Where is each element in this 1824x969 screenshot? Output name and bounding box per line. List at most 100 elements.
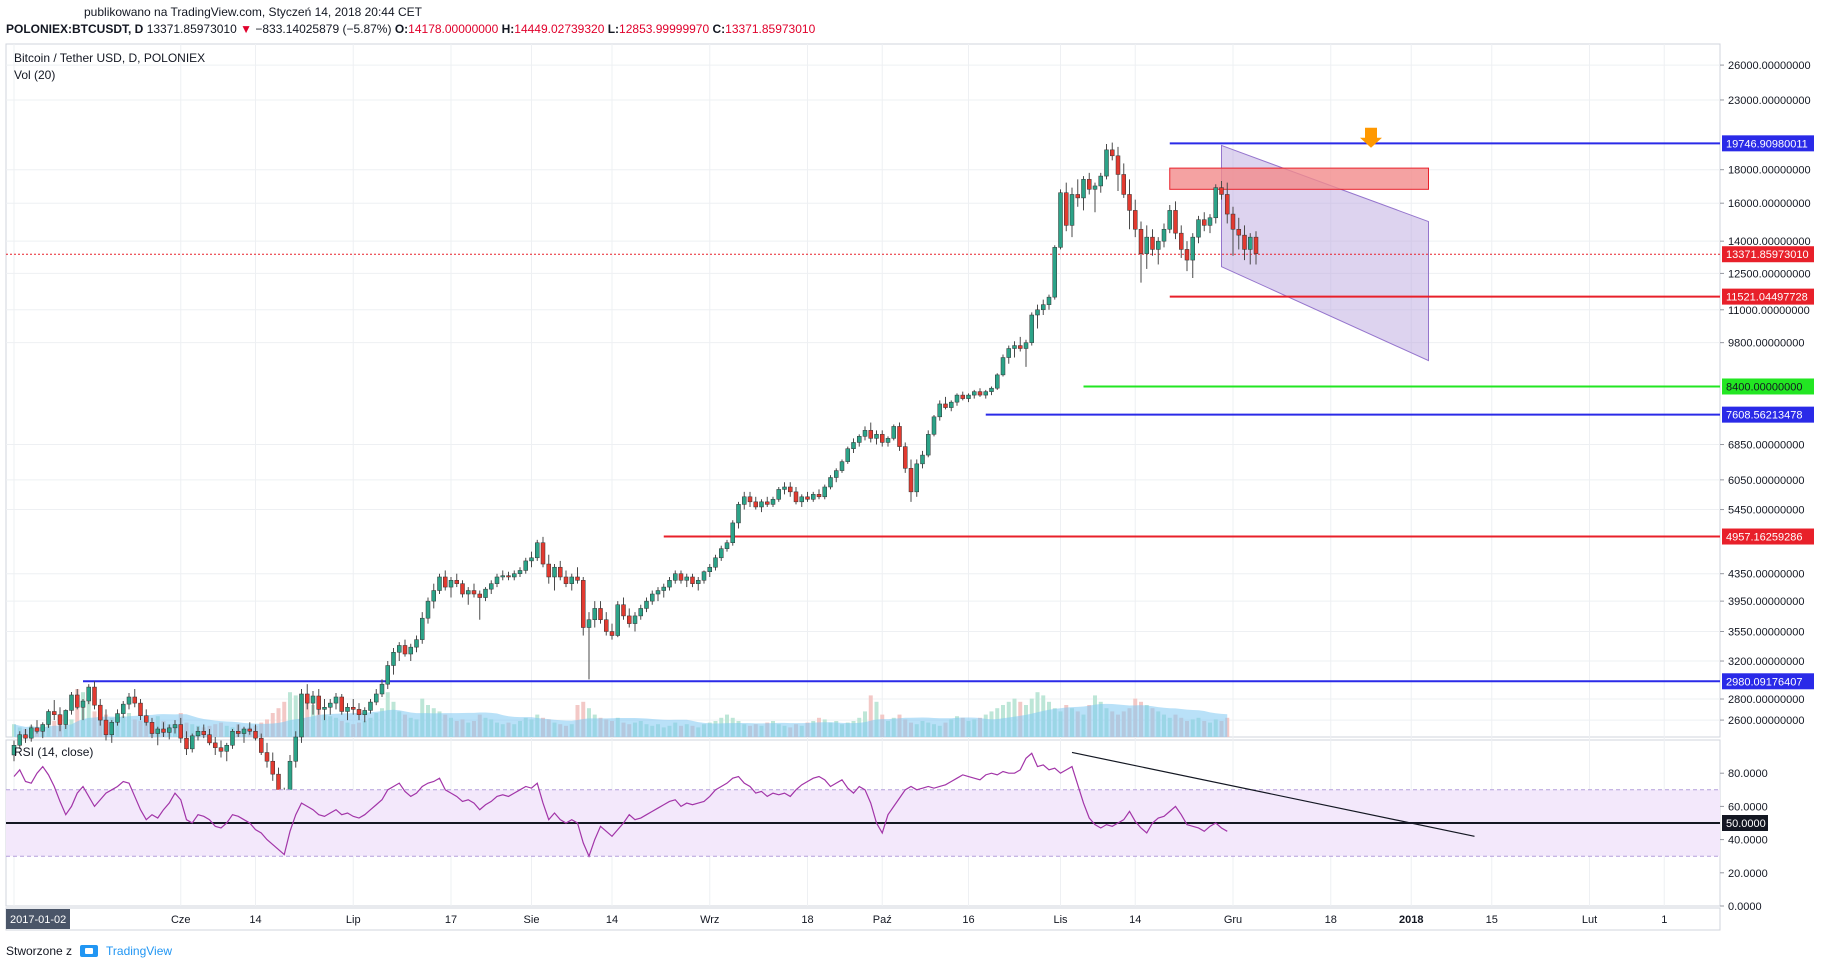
candle bbox=[316, 689, 321, 715]
candle bbox=[736, 501, 741, 529]
candle-body bbox=[1202, 219, 1207, 226]
candle-body bbox=[563, 576, 569, 584]
close-value: 13371.85973010 bbox=[725, 22, 816, 36]
candle bbox=[977, 388, 983, 397]
candle bbox=[552, 564, 557, 591]
candle-body bbox=[581, 580, 586, 628]
candle bbox=[213, 737, 218, 755]
candle bbox=[115, 709, 120, 726]
candle bbox=[983, 389, 988, 399]
last-price: 13371.85973010 bbox=[146, 22, 237, 36]
candle-body bbox=[98, 704, 103, 721]
candle bbox=[305, 684, 310, 710]
candle-body bbox=[149, 722, 155, 734]
candle bbox=[1253, 231, 1259, 265]
candle-body bbox=[742, 496, 747, 505]
candle-body bbox=[1167, 210, 1172, 230]
candle-body bbox=[374, 693, 379, 703]
candle bbox=[701, 570, 707, 584]
candle bbox=[489, 580, 494, 595]
candle-body bbox=[690, 576, 695, 584]
level-label-bg bbox=[1722, 528, 1814, 545]
y-tick-label: 23000.00000000 bbox=[1728, 95, 1811, 107]
candle bbox=[770, 496, 776, 507]
created-by-text: Stworzone z bbox=[6, 944, 73, 958]
candle bbox=[379, 679, 385, 697]
candle bbox=[126, 692, 132, 710]
candle bbox=[362, 707, 367, 723]
close-label: C: bbox=[712, 22, 726, 36]
y-tick-label: 6050.00000000 bbox=[1728, 475, 1804, 487]
candle-body bbox=[391, 652, 396, 666]
level-label: 11521.04497728 bbox=[1726, 292, 1808, 304]
candle-body bbox=[1230, 213, 1236, 230]
candle bbox=[184, 731, 189, 755]
candle bbox=[1150, 229, 1155, 256]
rsi-tick-label: 80.0000 bbox=[1728, 768, 1768, 780]
chart-title: Bitcoin / Tether USD, D, POLONIEX bbox=[14, 51, 205, 65]
rsi-tick-label: 20.0000 bbox=[1728, 868, 1768, 880]
candle bbox=[172, 720, 178, 734]
candle-body bbox=[471, 590, 477, 595]
y-tick-label: 12500.00000000 bbox=[1728, 268, 1811, 280]
y-tick-label: 14000.00000000 bbox=[1728, 236, 1811, 248]
candle bbox=[914, 459, 919, 497]
candle-body bbox=[851, 442, 856, 449]
candle-body bbox=[448, 580, 454, 588]
candle bbox=[270, 752, 275, 781]
candle bbox=[477, 590, 482, 620]
x-tick-label: 2017-01-02 bbox=[10, 914, 66, 926]
candle-body bbox=[224, 744, 229, 752]
candle bbox=[46, 709, 51, 728]
candle-body bbox=[40, 724, 45, 732]
candle bbox=[1248, 233, 1253, 265]
candle-body bbox=[63, 710, 68, 725]
candle-body bbox=[908, 468, 914, 493]
candle bbox=[822, 484, 827, 500]
candle bbox=[247, 722, 252, 735]
candle bbox=[655, 587, 661, 602]
candle-body bbox=[184, 737, 189, 750]
candle bbox=[1230, 206, 1236, 256]
candle bbox=[673, 570, 678, 584]
footer: Stworzone z TradingView bbox=[6, 944, 172, 958]
candle-body bbox=[1041, 304, 1046, 311]
candle-body bbox=[52, 711, 57, 715]
candle-body bbox=[1242, 234, 1247, 250]
x-tick-label: 14 bbox=[249, 914, 261, 926]
candle bbox=[742, 491, 747, 510]
candle bbox=[500, 570, 505, 581]
level-label-bg bbox=[1722, 673, 1814, 690]
candle-body bbox=[937, 403, 942, 418]
candle-body bbox=[420, 617, 425, 640]
tradingview-brand[interactable]: TradingView bbox=[106, 944, 173, 958]
candle bbox=[885, 436, 891, 447]
candle-body bbox=[322, 707, 327, 710]
candle bbox=[598, 601, 603, 624]
candle-body bbox=[811, 494, 816, 500]
candle bbox=[563, 570, 569, 588]
candle-body bbox=[753, 501, 758, 508]
symbol-name[interactable]: POLONIEX:BTCUSDT, D bbox=[6, 22, 144, 36]
candle bbox=[1058, 189, 1063, 250]
candle-body bbox=[466, 590, 471, 595]
candle bbox=[517, 567, 523, 577]
candle bbox=[540, 536, 546, 568]
level-label: 4957.16259286 bbox=[1726, 532, 1802, 544]
candle bbox=[397, 642, 402, 662]
candle-body bbox=[293, 736, 298, 762]
candle bbox=[851, 438, 856, 453]
candle bbox=[17, 731, 22, 749]
candle-body bbox=[1081, 179, 1086, 199]
candle-body bbox=[834, 470, 839, 478]
price-change: −833.14025879 (−5.87%) bbox=[255, 22, 392, 36]
candle-body bbox=[644, 600, 649, 609]
candle-body bbox=[523, 560, 528, 571]
candle bbox=[908, 459, 914, 502]
candle bbox=[368, 699, 373, 714]
candle bbox=[109, 720, 114, 743]
x-tick-label: Paź bbox=[873, 914, 892, 926]
candle bbox=[351, 699, 356, 715]
candle-body bbox=[218, 747, 224, 752]
